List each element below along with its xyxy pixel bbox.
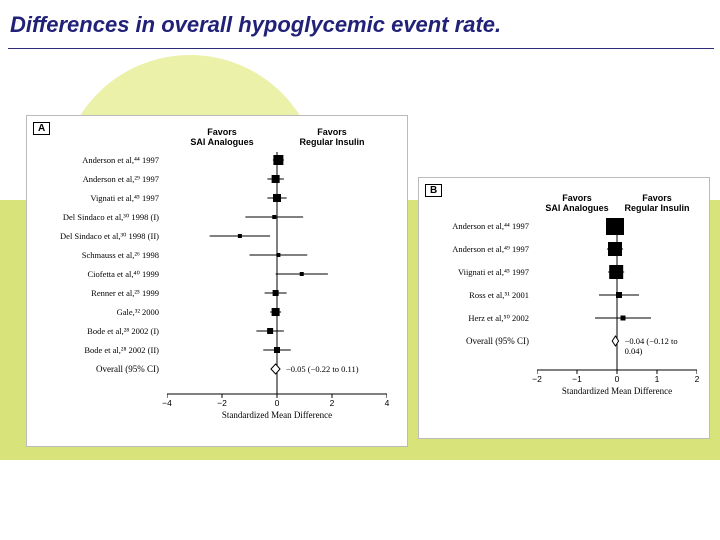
axis-tick: 1 bbox=[647, 374, 667, 384]
favors-right: Favors Regular Insulin bbox=[617, 194, 697, 214]
study-label: Bode et al,²⁸ 2002 (II) bbox=[31, 345, 159, 355]
overall-label: Overall (95% CI) bbox=[31, 364, 159, 374]
overall-estimate-text: −0.05 (−0.22 to 0.11) bbox=[286, 364, 359, 374]
study-label: Herz et al,⁵⁰ 2002 bbox=[421, 313, 529, 324]
axis-tick: −4 bbox=[157, 398, 177, 408]
forest-panel-a: A Favors SAI AnaloguesFavors Regular Ins… bbox=[26, 115, 408, 447]
study-label: Gale,³² 2000 bbox=[31, 307, 159, 317]
axis-tick: 2 bbox=[322, 398, 342, 408]
slide: Differences in overall hypoglycemic even… bbox=[0, 0, 720, 540]
forest-plot-b: Anderson et al,⁴⁴ 1997Anderson et al,⁴⁹ … bbox=[537, 218, 697, 428]
study-label: Vignati et al,⁴⁵ 1997 bbox=[31, 193, 159, 203]
overall-label: Overall (95% CI) bbox=[421, 336, 529, 346]
forest-plot-a: Anderson et al,⁴⁴ 1997Anderson et al,²⁹ … bbox=[167, 152, 387, 442]
study-label: Ciofetta et al,⁴⁰ 1999 bbox=[31, 269, 159, 280]
study-label: Schmauss et al,²⁶ 1998 bbox=[31, 250, 159, 260]
axis-tick: −2 bbox=[212, 398, 232, 408]
favors-left: Favors SAI Analogues bbox=[167, 128, 277, 148]
favors-left: Favors SAI Analogues bbox=[537, 194, 617, 214]
favors-right: Favors Regular Insulin bbox=[277, 128, 387, 148]
study-label: Ross et al,⁵¹ 2001 bbox=[421, 290, 529, 300]
axis-tick: 2 bbox=[687, 374, 707, 384]
axis-tick: −2 bbox=[527, 374, 547, 384]
x-axis-label: Standardized Mean Difference bbox=[167, 410, 387, 420]
x-axis-label: Standardized Mean Difference bbox=[537, 386, 697, 396]
study-label: Anderson et al,²⁹ 1997 bbox=[31, 174, 159, 184]
page-title: Differences in overall hypoglycemic even… bbox=[10, 12, 714, 38]
study-label: Anderson et al,⁴⁴ 1997 bbox=[421, 221, 529, 231]
overall-estimate-text: −0.04 (−0.12 to 0.04) bbox=[625, 336, 697, 356]
study-label: Del Sindaco et al,³⁰ 1998 (I) bbox=[31, 212, 159, 223]
axis-tick: 0 bbox=[607, 374, 627, 384]
axis-tick: 0 bbox=[267, 398, 287, 408]
study-label: Anderson et al,⁴⁹ 1997 bbox=[421, 244, 529, 254]
panel-a-label: A bbox=[33, 122, 50, 135]
panel-b-label: B bbox=[425, 184, 442, 197]
title-bar: Differences in overall hypoglycemic even… bbox=[8, 0, 714, 49]
study-label: Anderson et al,⁴⁴ 1997 bbox=[31, 155, 159, 165]
study-label: Viignati et al,⁴⁵ 1997 bbox=[421, 267, 529, 277]
axis-tick: −1 bbox=[567, 374, 587, 384]
forest-panel-b: B Favors SAI AnaloguesFavors Regular Ins… bbox=[418, 177, 710, 439]
study-label: Del Sindaco et al,³⁰ 1998 (II) bbox=[31, 231, 159, 242]
study-label: Bode et al,²⁸ 2002 (I) bbox=[31, 326, 159, 336]
study-label: Renner et al,²⁵ 1999 bbox=[31, 288, 159, 298]
axis-tick: 4 bbox=[377, 398, 397, 408]
